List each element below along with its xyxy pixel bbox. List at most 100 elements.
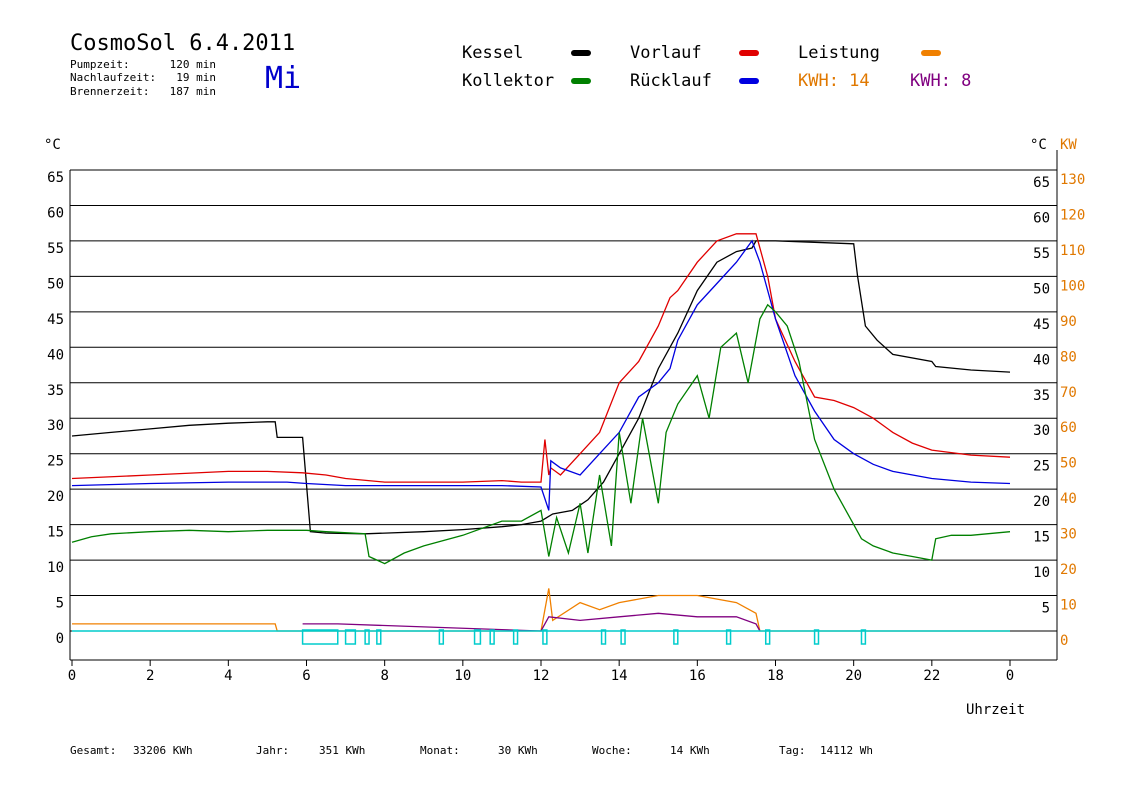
y-left-tick-label: 30 <box>47 418 64 434</box>
x-tick-label: 22 <box>923 668 940 684</box>
jahr-label: Jahr: <box>256 744 289 757</box>
gesamt-value: 33206 KWh <box>133 744 193 757</box>
legend-label-vorlauf: Vorlauf <box>630 43 702 63</box>
kwh-purple-label: KWH: 8 <box>910 71 971 91</box>
y-right-kw-tick-label: 40 <box>1060 491 1077 507</box>
nachlaufzeit-label: Nachlaufzeit: <box>70 71 156 84</box>
x-tick-label: 8 <box>380 668 388 684</box>
gesamt-label: Gesamt: <box>70 744 116 757</box>
y-left-tick-label: 60 <box>47 205 64 221</box>
event-markers <box>72 629 1010 645</box>
x-tick-label: 20 <box>845 668 862 684</box>
x-axis-label: Uhrzeit <box>966 702 1025 718</box>
monat-value: 30 KWh <box>498 744 538 757</box>
legend-label-kessel: Kessel <box>462 43 523 63</box>
y-right-c-tick-label: 20 <box>1033 494 1050 510</box>
grid <box>70 169 1057 632</box>
pumpzeit-value: 120 min <box>170 58 216 71</box>
y-right-kw-tick-label: 120 <box>1060 207 1085 223</box>
y-left-tick-label: 20 <box>47 489 64 505</box>
y-right-c-tick-label: 25 <box>1033 459 1050 475</box>
pump-run-marker <box>725 629 732 645</box>
y-left-tick-label: 10 <box>47 560 64 576</box>
woche-label: Woche: <box>592 744 632 757</box>
x-tick-label: 0 <box>1006 668 1014 684</box>
y-right-c-tick-label: 30 <box>1033 423 1050 439</box>
pump-run-marker <box>376 629 382 645</box>
jahr-value: 351 KWh <box>319 744 365 757</box>
pump-run-marker <box>344 629 357 645</box>
y-right-c-tick-label: 55 <box>1033 246 1050 262</box>
y-left-tick-label: 50 <box>47 276 64 292</box>
y-right-kw-tick-label: 10 <box>1060 598 1077 614</box>
y-right-kw-tick-label: 130 <box>1060 172 1085 188</box>
y-right-c-tick-label: 15 <box>1033 530 1050 546</box>
y-right-c-tick-label: 5 <box>1042 601 1050 617</box>
chart-title: CosmoSol 6.4.2011 <box>70 31 295 56</box>
x-tick-label: 16 <box>689 668 706 684</box>
y-right-kw-tick-label: 110 <box>1060 243 1085 259</box>
y-left-tick-label: 65 <box>47 170 64 186</box>
y-right-c-tick-label: 60 <box>1033 210 1050 226</box>
footer-totals: Gesamt: 33206 KWh Jahr: 351 KWh Monat: 3… <box>70 744 873 757</box>
series-line-kessel <box>71 240 1011 535</box>
nachlaufzeit-value: 19 min <box>176 71 216 84</box>
x-tick-label: 18 <box>767 668 784 684</box>
y-right-c-tick-label: 65 <box>1033 175 1050 191</box>
brennerzeit-label: Brennerzeit: <box>70 85 149 98</box>
pump-run-marker <box>489 629 495 645</box>
y-right-c-tick-label: 45 <box>1033 317 1050 333</box>
pump-run-marker <box>673 629 679 645</box>
y-left-tick-label: 25 <box>47 454 64 470</box>
y-right-kw-tick-label: 100 <box>1060 278 1085 294</box>
legend-label-ruecklauf: Rücklauf <box>630 71 712 91</box>
y-left-tick-label: 40 <box>47 347 64 363</box>
y-right-kw-tick-label: 0 <box>1060 633 1068 649</box>
legend: Kessel Vorlauf Leistung Kollektor Rückla… <box>462 43 971 91</box>
series-line-r-cklauf <box>71 239 1011 511</box>
weekday-label: Mi <box>265 61 301 96</box>
y-left-tick-label: 35 <box>47 383 64 399</box>
y-right-kw-tick-label: 50 <box>1060 456 1077 472</box>
pumpzeit-label: Pumpzeit: <box>70 58 130 71</box>
pump-run-marker <box>542 629 548 645</box>
y-right-c-tick-label: 35 <box>1033 388 1050 404</box>
legend-label-leistung: Leistung <box>798 43 880 63</box>
pump-run-marker <box>473 629 482 645</box>
legend-swatch-leistung <box>921 50 941 56</box>
y-right-c-tick-label: 50 <box>1033 281 1050 297</box>
tag-label: Tag: <box>779 744 806 757</box>
x-tick-label: 2 <box>146 668 154 684</box>
pump-run-marker <box>813 629 820 645</box>
y-right-unit-kw: KW <box>1060 137 1077 153</box>
y-left-tick-label: 45 <box>47 312 64 328</box>
brennerzeit-value: 187 min <box>170 85 216 98</box>
y-right-kw-tick-label: 30 <box>1060 527 1077 543</box>
monat-label: Monat: <box>420 744 460 757</box>
x-tick-label: 10 <box>454 668 471 684</box>
y-left-tick-label: 5 <box>56 596 64 612</box>
series-lines <box>71 233 1011 632</box>
pump-run-marker <box>301 629 339 645</box>
x-tick-label: 14 <box>611 668 628 684</box>
y-left-tick-label: 55 <box>47 241 64 257</box>
axis-ticks: 0510152025303540455055606551015202530354… <box>47 170 1085 684</box>
pump-run-marker <box>512 629 519 645</box>
y-right-kw-tick-label: 70 <box>1060 385 1077 401</box>
pump-run-marker <box>620 629 626 645</box>
y-right-kw-tick-label: 80 <box>1060 349 1077 365</box>
legend-swatch-kollektor <box>571 78 591 84</box>
pump-run-marker <box>438 629 445 645</box>
series-line-kwh-purple <box>302 612 761 632</box>
tag-value: 14112 Wh <box>820 744 873 757</box>
legend-label-kollektor: Kollektor <box>462 71 554 91</box>
y-right-kw-tick-label: 60 <box>1060 420 1077 436</box>
pump-run-marker <box>600 629 607 645</box>
y-left-tick-label: 0 <box>56 631 64 647</box>
legend-swatch-kessel <box>571 50 591 56</box>
x-tick-label: 12 <box>533 668 550 684</box>
y-right-kw-tick-label: 20 <box>1060 562 1077 578</box>
pump-run-marker <box>764 629 771 645</box>
legend-swatch-vorlauf <box>739 50 759 56</box>
